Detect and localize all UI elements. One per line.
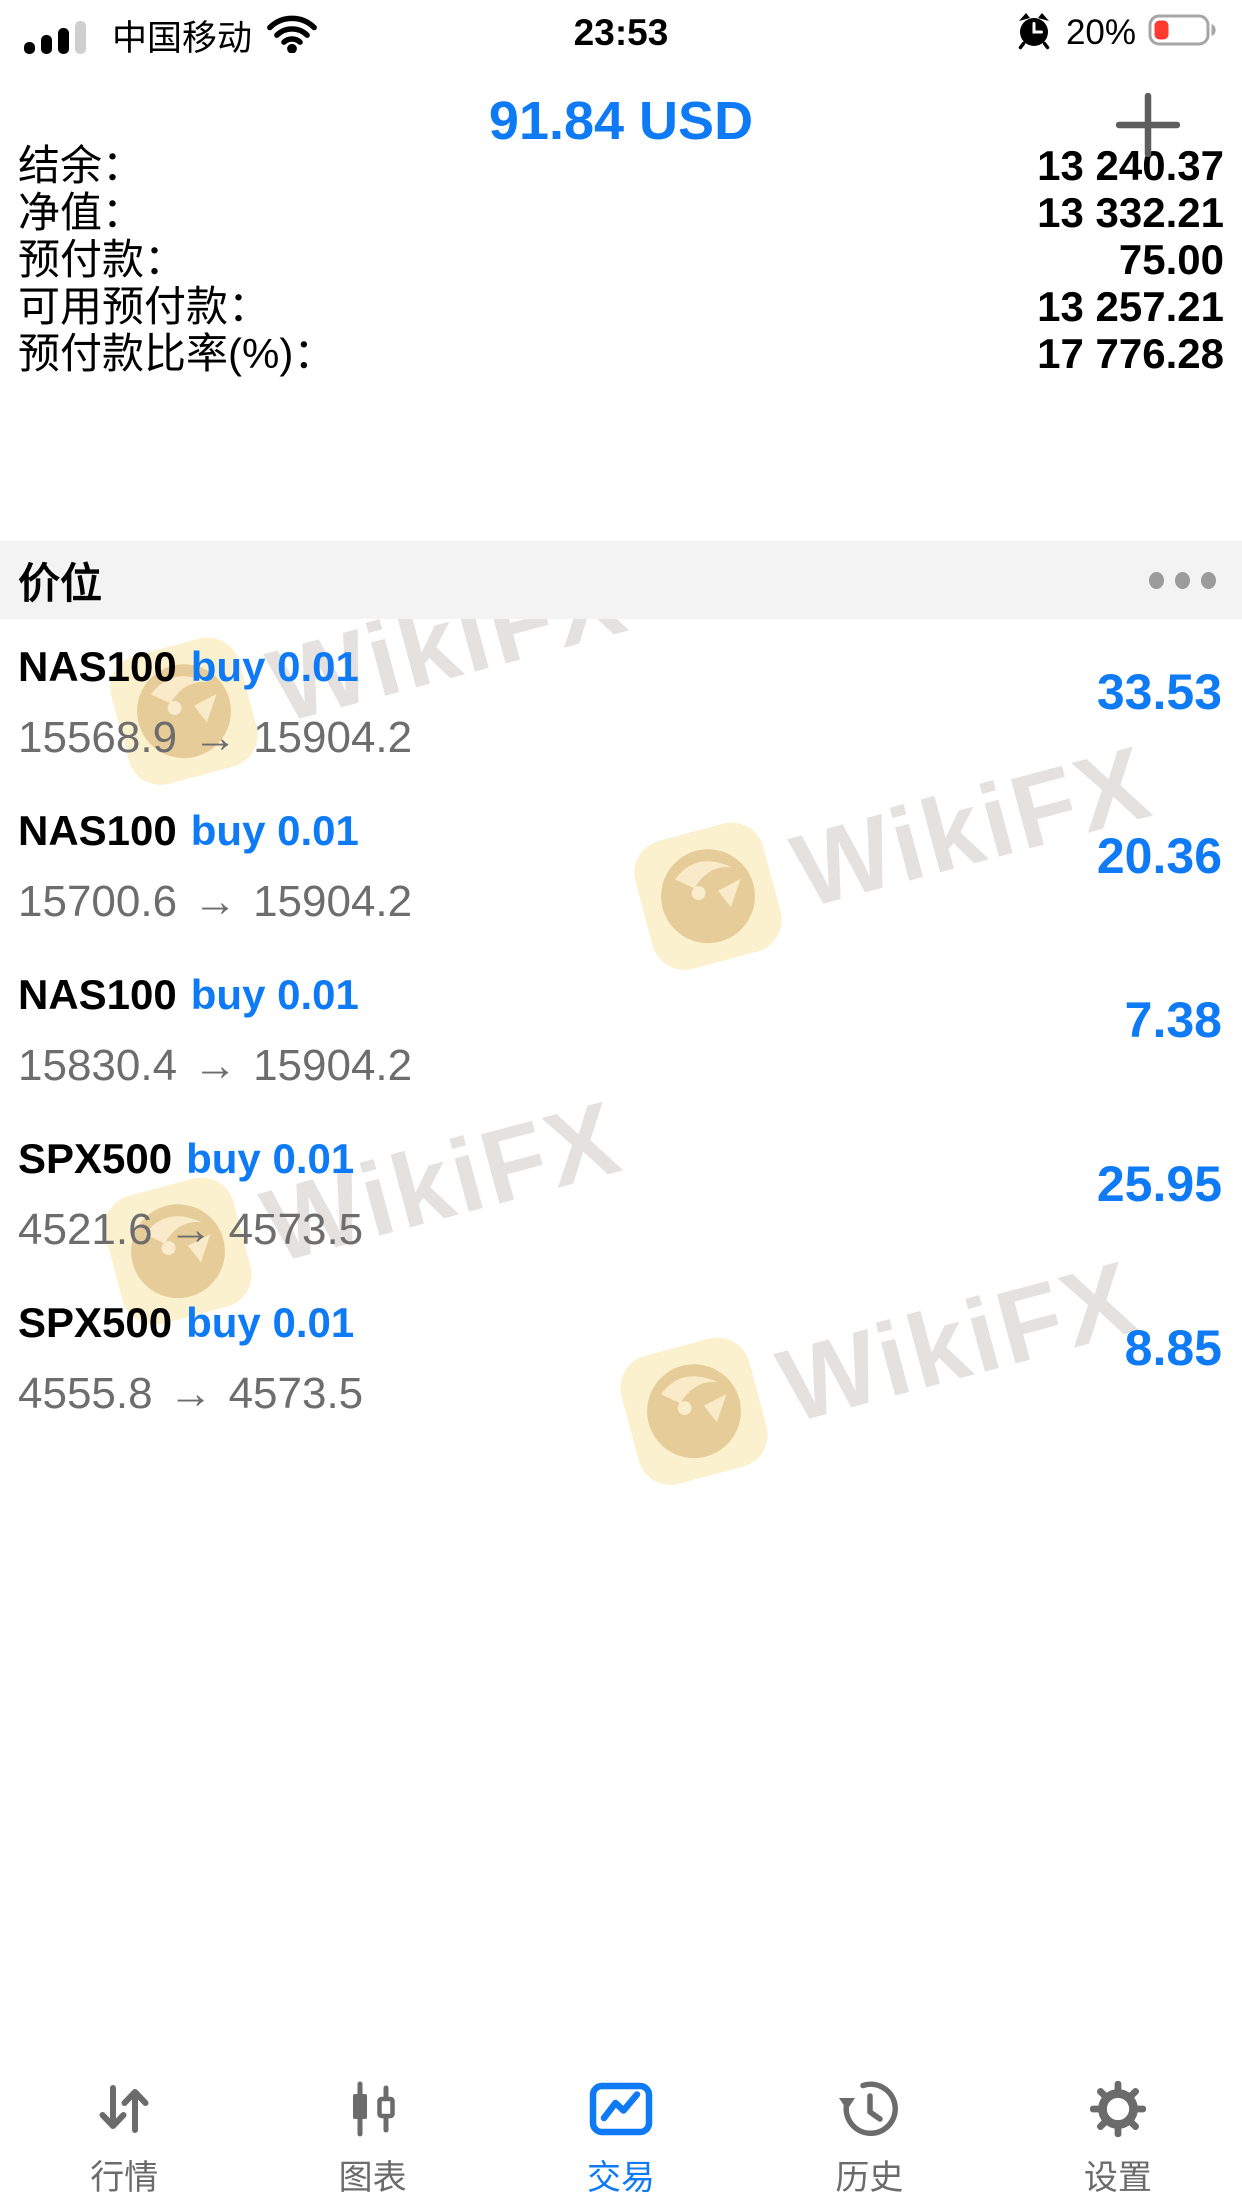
tab-history[interactable]: 历史 — [745, 2060, 993, 2208]
account-value: 17 776.28 — [1037, 330, 1224, 377]
positions-section-header: 价位 — [0, 541, 1242, 619]
symbol-label: NAS100 — [18, 643, 177, 690]
account-value: 13 240.37 — [1037, 142, 1224, 189]
profit-value: 8.85 — [1124, 1320, 1222, 1376]
account-label: 预付款比率(%)： — [18, 330, 336, 377]
ellipsis-icon — [1201, 571, 1216, 589]
account-row-free-margin: 可用预付款： 13 257.21 — [0, 283, 1242, 330]
symbol-label: NAS100 — [18, 971, 177, 1018]
trade-volume-label: buy 0.01 — [186, 1135, 355, 1182]
profit-value: 25.95 — [1096, 1156, 1222, 1212]
account-row-balance: 结余： 13 240.37 — [0, 142, 1242, 189]
status-bar: 中国移动 23:53 20% — [0, 0, 1242, 62]
more-options-button[interactable] — [1147, 564, 1218, 597]
current-price: 4573.5 — [228, 1369, 364, 1418]
tab-label: 交易 — [587, 2159, 656, 2197]
current-price: 15904.2 — [253, 877, 413, 926]
position-row[interactable]: NAS100 buy 0.01 15568.9 → 15904.2 33.53 — [0, 619, 1242, 783]
trade-volume-label: buy 0.01 — [186, 1299, 355, 1346]
arrow-icon: → — [193, 713, 238, 762]
trade-volume-label: buy 0.01 — [190, 971, 359, 1018]
trade-volume-label: buy 0.01 — [190, 643, 359, 690]
arrow-icon: → — [193, 877, 238, 926]
time-label: 23:53 — [573, 12, 669, 53]
account-row-margin-level: 预付款比率(%)： 17 776.28 — [0, 330, 1242, 377]
tab-settings[interactable]: 设置 — [994, 2060, 1242, 2208]
open-price: 15830.4 — [18, 1041, 178, 1090]
arrow-icon: → — [168, 1369, 213, 1418]
symbol-label: SPX500 — [18, 1299, 173, 1346]
account-value: 13 257.21 — [1037, 283, 1224, 330]
tab-label: 行情 — [90, 2159, 159, 2197]
current-price: 15904.2 — [253, 713, 413, 762]
account-label: 可用预付款： — [18, 283, 271, 330]
positions-list: NAS100 buy 0.01 15568.9 → 15904.2 33.53 N… — [0, 619, 1242, 1439]
current-price: 4573.5 — [228, 1205, 364, 1254]
open-price: 15568.9 — [18, 713, 178, 762]
account-row-equity: 净值： 13 332.21 — [0, 189, 1242, 236]
battery-percent-label: 20% — [1065, 12, 1136, 52]
arrow-icon: → — [168, 1205, 213, 1254]
plus-icon — [1115, 92, 1181, 157]
open-price: 4521.6 — [18, 1205, 153, 1254]
tab-bar: 行情 图表 交易 — [0, 2060, 1242, 2208]
total-floating-profit: 91.84 USD — [488, 91, 754, 151]
profit-value: 7.38 — [1124, 992, 1222, 1048]
account-value: 75.00 — [1118, 236, 1224, 283]
tab-trade[interactable]: 交易 — [497, 2060, 745, 2208]
section-title: 价位 — [18, 559, 103, 607]
ellipsis-icon — [1175, 571, 1190, 589]
tab-label: 历史 — [835, 2159, 904, 2197]
tab-label: 设置 — [1083, 2159, 1152, 2197]
line-chart-icon — [589, 2076, 653, 2142]
trade-volume-label: buy 0.01 — [190, 807, 359, 854]
tab-label: 图表 — [338, 2159, 407, 2197]
wifi-icon — [266, 13, 318, 58]
ellipsis-icon — [1149, 571, 1164, 589]
symbol-label: SPX500 — [18, 1135, 173, 1182]
account-label: 净值： — [18, 189, 145, 236]
history-clock-icon — [837, 2076, 901, 2142]
account-label: 结余： — [18, 142, 145, 189]
profit-value: 33.53 — [1096, 664, 1222, 720]
battery-icon — [1148, 12, 1222, 53]
account-value: 13 332.21 — [1037, 189, 1224, 236]
position-row[interactable]: NAS100 buy 0.01 15830.4 → 15904.2 7.38 — [0, 947, 1242, 1111]
tab-quotes[interactable]: 行情 — [0, 2060, 248, 2208]
symbol-label: NAS100 — [18, 807, 177, 854]
up-down-arrows-icon — [94, 2076, 154, 2142]
profit-value: 20.36 — [1096, 828, 1222, 884]
account-row-margin: 预付款： 75.00 — [0, 236, 1242, 283]
alarm-clock-icon — [1014, 10, 1054, 55]
arrow-icon: → — [193, 1041, 238, 1090]
current-price: 15904.2 — [253, 1041, 413, 1090]
open-price: 15700.6 — [18, 877, 178, 926]
carrier-label: 中国移动 — [112, 19, 253, 58]
add-button[interactable] — [1114, 92, 1182, 160]
position-row[interactable]: SPX500 buy 0.01 4555.8 → 4573.5 8.85 — [0, 1275, 1242, 1439]
tab-charts[interactable]: 图表 — [248, 2060, 496, 2208]
account-summary: 结余： 13 240.37 净值： 13 332.21 预付款： 75.00 可… — [0, 142, 1242, 377]
position-row[interactable]: NAS100 buy 0.01 15700.6 → 15904.2 20.36 — [0, 783, 1242, 947]
signal-strength-icon — [22, 11, 98, 60]
account-label: 预付款： — [18, 236, 187, 283]
candlestick-chart-icon — [343, 2076, 403, 2142]
gear-icon — [1087, 2076, 1149, 2142]
open-price: 4555.8 — [18, 1369, 153, 1418]
position-row[interactable]: SPX500 buy 0.01 4521.6 → 4573.5 25.95 — [0, 1111, 1242, 1275]
